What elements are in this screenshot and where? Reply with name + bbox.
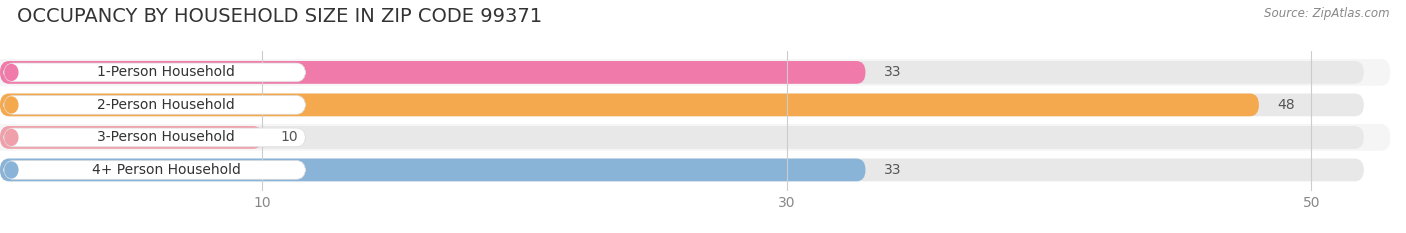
FancyBboxPatch shape bbox=[0, 61, 866, 84]
Circle shape bbox=[6, 97, 18, 113]
Text: Source: ZipAtlas.com: Source: ZipAtlas.com bbox=[1264, 7, 1389, 20]
Text: 4+ Person Household: 4+ Person Household bbox=[91, 163, 240, 177]
Text: 10: 10 bbox=[281, 130, 298, 144]
FancyBboxPatch shape bbox=[4, 161, 305, 179]
FancyBboxPatch shape bbox=[0, 93, 1258, 116]
Text: 48: 48 bbox=[1277, 98, 1295, 112]
Text: 2-Person Household: 2-Person Household bbox=[97, 98, 235, 112]
FancyBboxPatch shape bbox=[4, 96, 305, 114]
FancyBboxPatch shape bbox=[0, 157, 1391, 183]
FancyBboxPatch shape bbox=[0, 59, 1391, 86]
FancyBboxPatch shape bbox=[4, 63, 305, 82]
Text: 33: 33 bbox=[884, 163, 901, 177]
FancyBboxPatch shape bbox=[0, 92, 1391, 118]
Circle shape bbox=[6, 130, 18, 145]
FancyBboxPatch shape bbox=[0, 126, 263, 149]
Text: 3-Person Household: 3-Person Household bbox=[97, 130, 235, 144]
Text: 33: 33 bbox=[884, 65, 901, 79]
FancyBboxPatch shape bbox=[0, 158, 866, 181]
FancyBboxPatch shape bbox=[0, 61, 1364, 84]
FancyBboxPatch shape bbox=[0, 158, 1364, 181]
Text: OCCUPANCY BY HOUSEHOLD SIZE IN ZIP CODE 99371: OCCUPANCY BY HOUSEHOLD SIZE IN ZIP CODE … bbox=[17, 7, 541, 26]
Circle shape bbox=[6, 65, 18, 80]
FancyBboxPatch shape bbox=[0, 124, 1391, 151]
FancyBboxPatch shape bbox=[4, 128, 305, 147]
Text: 1-Person Household: 1-Person Household bbox=[97, 65, 235, 79]
FancyBboxPatch shape bbox=[0, 126, 1364, 149]
FancyBboxPatch shape bbox=[0, 93, 1364, 116]
Circle shape bbox=[6, 162, 18, 178]
